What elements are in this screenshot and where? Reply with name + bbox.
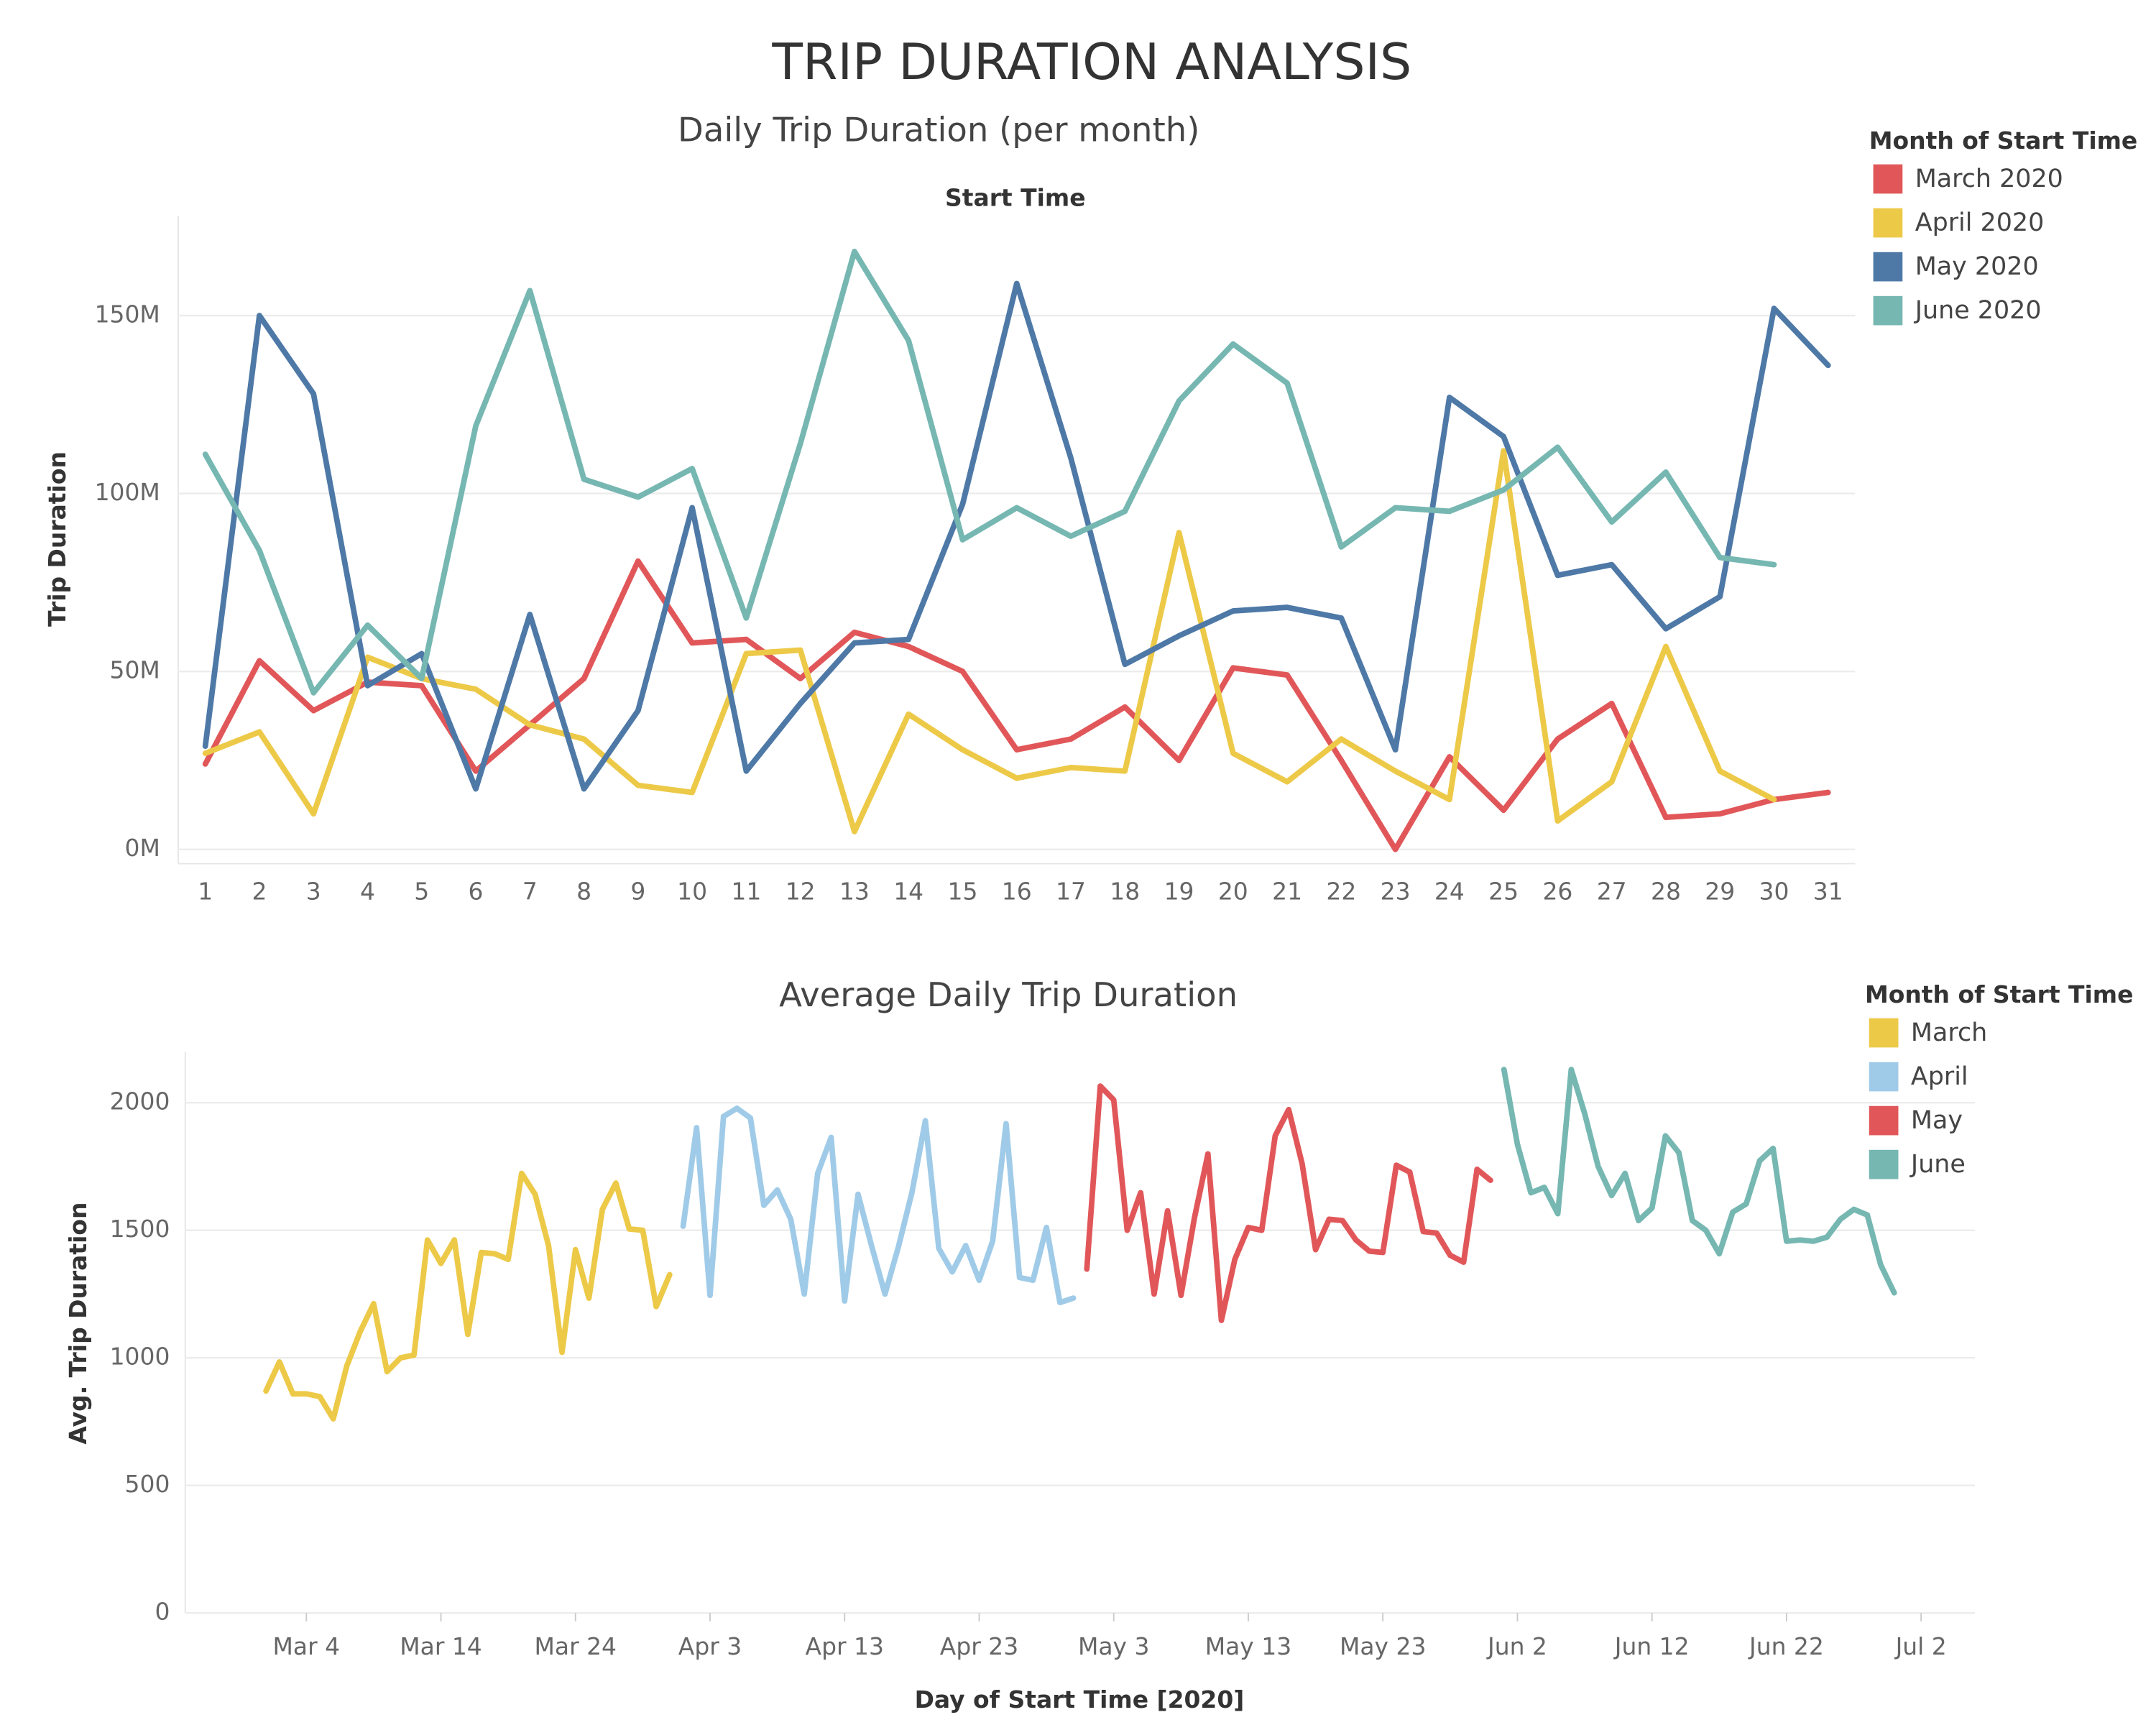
x-tick-label: Apr 23 <box>940 1632 1018 1660</box>
x-tick-label: 13 <box>839 878 870 906</box>
x-tick-label: 17 <box>1056 878 1086 906</box>
series-line <box>202 558 1831 852</box>
legend-swatch <box>1873 164 1903 194</box>
x-tick-label: Mar 4 <box>272 1632 340 1660</box>
x-tick-label: 24 <box>1434 878 1465 906</box>
x-tick-label: Mar 24 <box>534 1632 617 1660</box>
x-tick-label: 14 <box>893 878 923 906</box>
y-tick-label: 100M <box>95 478 160 506</box>
series-line <box>1501 1067 1897 1296</box>
legend-label: April <box>1911 1062 1968 1091</box>
x-tick-label: Mar 14 <box>400 1632 482 1660</box>
legend-label: May <box>1911 1106 1963 1135</box>
x-axis-title: Day of Start Time [2020] <box>915 1685 1245 1714</box>
dashboard-title: TRIP DURATION ANALYSIS <box>771 33 1411 91</box>
y-tick-label: 50M <box>110 656 160 684</box>
x-tick-label: 22 <box>1326 878 1356 906</box>
legend-label: April 2020 <box>1915 208 2045 237</box>
legend-label: June 2020 <box>1914 296 2042 325</box>
x-tick-label: 1 <box>198 878 213 906</box>
x-tick-label: 4 <box>360 878 375 906</box>
legend-label: May 2020 <box>1915 252 2039 281</box>
y-tick-label: 1500 <box>110 1215 170 1243</box>
series-line <box>263 1170 673 1422</box>
series-line <box>680 1105 1077 1306</box>
legend-swatch <box>1869 1018 1899 1048</box>
y-tick-label: 1000 <box>110 1343 170 1371</box>
legend-swatch <box>1873 295 1903 326</box>
x-tick-label: 26 <box>1542 878 1572 906</box>
x-tick-label: Jun 12 <box>1613 1632 1690 1660</box>
x-tick-label: 3 <box>306 878 321 906</box>
series-line <box>202 249 1777 696</box>
x-tick-label: 5 <box>414 878 429 906</box>
chart-title: Average Daily Trip Duration <box>779 975 1238 1014</box>
y-axis-title: Trip Duration <box>43 451 71 627</box>
legend-title: Month of Start Time <box>1865 980 2134 1008</box>
legend-label: March <box>1911 1018 1987 1047</box>
x-tick-label: 10 <box>677 878 707 906</box>
legend-swatch <box>1869 1149 1899 1179</box>
x-tick-label: 11 <box>731 878 761 906</box>
x-tick-label: Apr 13 <box>806 1632 884 1660</box>
x-tick-label: 2 <box>252 878 267 906</box>
x-tick-label: 28 <box>1651 878 1681 906</box>
x-tick-label: May 13 <box>1205 1632 1291 1660</box>
x-tick-label: 12 <box>786 878 816 906</box>
x-tick-label: 15 <box>947 878 977 906</box>
x-tick-label: 18 <box>1110 878 1140 906</box>
x-tick-label: May 23 <box>1340 1632 1426 1660</box>
legend-swatch <box>1869 1062 1899 1092</box>
series-line <box>1084 1083 1493 1323</box>
x-tick-label: 31 <box>1813 878 1843 906</box>
x-tick-label: 7 <box>522 878 538 906</box>
x-tick-label: Jun 22 <box>1748 1632 1824 1660</box>
x-tick-label: 29 <box>1705 878 1735 906</box>
series-line <box>202 280 1831 792</box>
x-tick-label: 8 <box>576 878 591 906</box>
x-tick-label: 6 <box>469 878 484 906</box>
x-tick-label: 9 <box>630 878 645 906</box>
x-tick-label: 20 <box>1218 878 1248 906</box>
y-tick-label: 150M <box>95 300 160 328</box>
x-header: Start Time <box>945 184 1086 212</box>
x-tick-label: 30 <box>1759 878 1789 906</box>
y-tick-label: 0M <box>124 834 160 862</box>
x-tick-label: 27 <box>1597 878 1627 906</box>
x-tick-label: Jul 2 <box>1894 1632 1947 1660</box>
x-tick-label: Apr 3 <box>678 1632 742 1660</box>
legend-swatch <box>1873 208 1903 238</box>
x-tick-label: May 3 <box>1078 1632 1150 1660</box>
x-tick-label: 25 <box>1488 878 1519 906</box>
x-tick-label: 19 <box>1164 878 1194 906</box>
legend-swatch <box>1873 252 1903 282</box>
x-tick-label: 16 <box>1002 878 1032 906</box>
legend-label: March 2020 <box>1915 165 2063 193</box>
x-tick-label: 23 <box>1381 878 1411 906</box>
chart-title: Daily Trip Duration (per month) <box>678 111 1199 150</box>
legend-label: June <box>1909 1150 1966 1179</box>
x-tick-label: 21 <box>1272 878 1302 906</box>
legend-swatch <box>1869 1105 1899 1136</box>
y-axis-title: Avg. Trip Duration <box>64 1202 92 1445</box>
y-tick-label: 0 <box>155 1598 170 1626</box>
series-line <box>202 448 1777 834</box>
y-tick-label: 500 <box>125 1470 170 1498</box>
legend-title: Month of Start Time <box>1869 126 2138 155</box>
x-tick-label: Jun 2 <box>1486 1632 1547 1660</box>
y-tick-label: 2000 <box>110 1087 170 1116</box>
